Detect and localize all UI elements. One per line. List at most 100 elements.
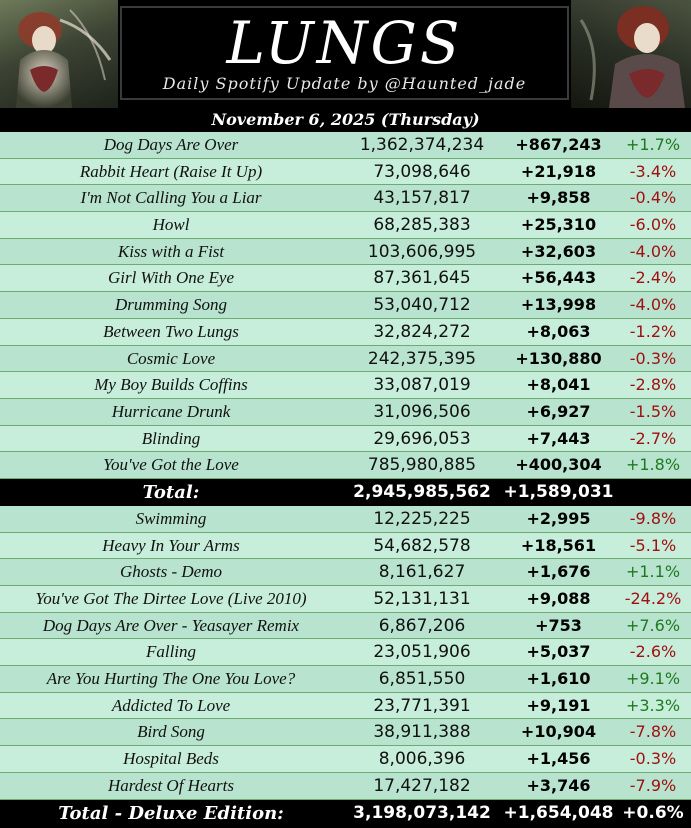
track-percent-change: -7.9% <box>629 775 677 795</box>
stats-table: Dog Days Are Over 1,362,374,234 +867,243 +1… <box>0 132 691 827</box>
track-streams: 52,131,131 <box>373 589 471 609</box>
track-streams: 87,361,645 <box>373 268 471 289</box>
track-daily-streams: +10,904 <box>520 722 597 742</box>
track-streams: 33,087,019 <box>373 375 471 396</box>
track-percent-change: -3.4% <box>629 161 677 181</box>
date-header: November 6, 2025 (Thursday) <box>0 108 691 132</box>
track-daily-streams: +1,456 <box>526 749 591 769</box>
track-name: Swimming <box>135 508 207 528</box>
track-row: Kiss with a Fist 103,606,995 +32,603 -4.0% <box>0 238 691 266</box>
track-percent-change: +3.3% <box>625 695 681 715</box>
track-streams: 32,824,272 <box>373 321 471 342</box>
track-streams: 12,225,225 <box>373 508 471 529</box>
track-percent-change: -7.8% <box>629 722 677 742</box>
track-streams: 68,285,383 <box>373 215 471 236</box>
track-percent-change: +1.7% <box>625 135 681 154</box>
track-streams: 31,096,506 <box>373 401 471 422</box>
track-row: Cosmic Love 242,375,395 +130,880 -0.3% <box>0 345 691 373</box>
total-row: Total: 2,945,985,562 +1,589,031 <box>0 478 691 506</box>
track-streams: 73,098,646 <box>373 161 471 182</box>
track-row: Dog Days Are Over - Yeasayer Remix 6,867,… <box>0 612 691 640</box>
track-name: Are You Hurting The One You Love? <box>46 669 296 689</box>
track-row: You've Got The Dirtee Love (Live 2010) 52… <box>0 586 691 613</box>
track-percent-change: -6.0% <box>629 215 677 235</box>
track-row: Howl 68,285,383 +25,310 -6.0% <box>0 212 691 239</box>
track-name: Falling <box>145 642 197 662</box>
track-name: Between Two Lungs <box>103 321 239 341</box>
track-name: Hurricane Drunk <box>111 401 231 421</box>
track-percent-change: +1.8% <box>625 455 681 475</box>
album-cover-left <box>0 0 118 108</box>
track-name: You've Got The Dirtee Love (Live 2010) <box>35 589 307 608</box>
total-streams: 2,945,985,562 <box>353 481 491 502</box>
track-name: Drumming Song <box>115 295 227 315</box>
track-daily-streams: +130,880 <box>515 348 602 368</box>
track-row: Bird Song 38,911,388 +10,904 -7.8% <box>0 719 691 747</box>
track-name: You've Got the Love <box>103 455 239 475</box>
header: LUNGS Daily Spotify Update by @Haunted_j… <box>0 0 691 108</box>
track-percent-change: -4.0% <box>629 241 677 261</box>
album-title: LUNGS <box>226 9 463 77</box>
track-name: Hospital Beds <box>123 749 219 769</box>
track-name: Girl With One Eye <box>107 268 235 288</box>
track-daily-streams: +2,995 <box>526 508 591 528</box>
track-daily-streams: +25,310 <box>520 215 597 235</box>
track-streams: 1,362,374,234 <box>359 135 485 155</box>
track-name: Dog Days Are Over <box>103 135 239 154</box>
track-streams: 38,911,388 <box>373 722 471 743</box>
track-daily-streams: +1,610 <box>526 669 591 689</box>
track-row: Are You Hurting The One You Love? 6,851,5… <box>0 666 691 693</box>
track-daily-streams: +18,561 <box>520 535 597 555</box>
total-label: Total: <box>142 481 200 503</box>
track-streams: 43,157,817 <box>373 188 471 209</box>
track-streams: 8,006,396 <box>378 749 466 770</box>
track-percent-change: -2.8% <box>629 375 677 395</box>
total-daily-streams: +1,654,048 <box>503 802 614 823</box>
total-label: Total - Deluxe Edition: <box>58 802 284 824</box>
track-streams: 6,851,550 <box>378 669 466 690</box>
track-daily-streams: +400,304 <box>515 455 602 475</box>
total-percent-change <box>615 479 691 506</box>
track-daily-streams: +8,041 <box>526 375 591 395</box>
track-daily-streams: +9,088 <box>526 589 591 608</box>
track-percent-change: -9.8% <box>629 508 677 528</box>
deluxe-total-row: Total - Deluxe Edition: 3,198,073,142 +1,6… <box>0 799 691 827</box>
track-daily-streams: +7,443 <box>526 428 591 448</box>
track-percent-change: +1.1% <box>625 562 681 582</box>
track-row: Rabbit Heart (Raise It Up) 73,098,646 +21,… <box>0 158 691 186</box>
track-streams: 785,980,885 <box>367 455 477 476</box>
track-streams: 8,161,627 <box>378 562 466 583</box>
track-row: Drumming Song 53,040,712 +13,998 -4.0% <box>0 292 691 319</box>
track-percent-change: -0.3% <box>629 749 677 769</box>
track-name: I'm Not Calling You a Liar <box>80 188 262 208</box>
track-streams: 29,696,053 <box>373 428 471 449</box>
album-cover-right <box>571 0 691 108</box>
track-daily-streams: +1,676 <box>526 562 591 582</box>
track-streams: 53,040,712 <box>373 295 471 316</box>
track-percent-change: +7.6% <box>625 615 681 635</box>
track-percent-change: -2.6% <box>629 642 677 662</box>
track-daily-streams: +32,603 <box>520 241 597 261</box>
track-streams: 242,375,395 <box>367 348 477 369</box>
track-streams: 6,867,206 <box>378 615 466 636</box>
track-percent-change: -1.2% <box>629 321 677 341</box>
track-streams: 54,682,578 <box>373 535 471 556</box>
track-name: Rabbit Heart (Raise It Up) <box>79 161 263 181</box>
track-row: Ghosts - Demo 8,161,627 +1,676 +1.1% <box>0 559 691 586</box>
track-daily-streams: +867,243 <box>515 135 602 154</box>
track-row: Girl With One Eye 87,361,645 +56,443 -2.4% <box>0 265 691 293</box>
track-row: Hardest Of Hearts 17,427,182 +3,746 -7.9% <box>0 772 691 800</box>
track-row: Hospital Beds 8,006,396 +1,456 -0.3% <box>0 746 691 773</box>
track-percent-change: -4.0% <box>629 295 677 315</box>
track-row: Dog Days Are Over 1,362,374,234 +867,243 +1… <box>0 132 691 159</box>
track-percent-change: +9.1% <box>625 669 681 689</box>
track-row: I'm Not Calling You a Liar 43,157,817 +9,8… <box>0 185 691 213</box>
track-percent-change: -0.4% <box>629 188 677 208</box>
track-percent-change: -0.3% <box>629 348 677 368</box>
track-streams: 23,051,906 <box>373 642 471 663</box>
total-percent-change: +0.6% <box>622 802 684 823</box>
track-row: You've Got the Love 785,980,885 +400,304 +1… <box>0 452 691 479</box>
track-row: Between Two Lungs 32,824,272 +8,063 -1.2% <box>0 318 691 346</box>
track-name: Bird Song <box>137 722 205 742</box>
